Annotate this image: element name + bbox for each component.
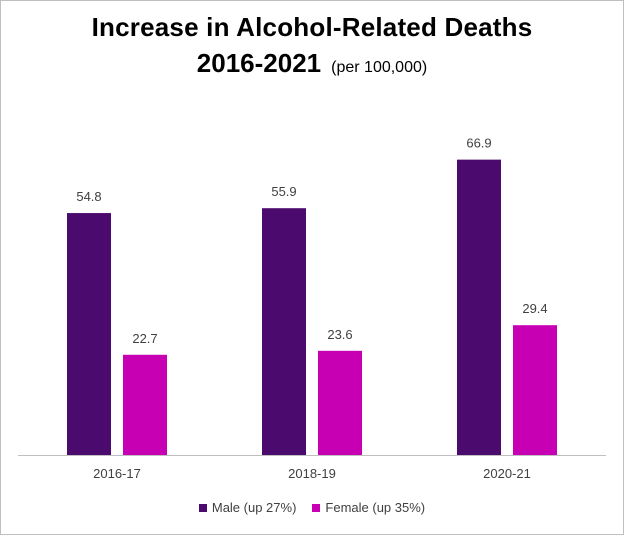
bar-male-2020-21 bbox=[457, 159, 501, 455]
bar-male-2018-19 bbox=[262, 208, 306, 455]
bar-female-2018-19 bbox=[318, 350, 362, 455]
legend-item-male: Male (up 27%) bbox=[198, 500, 297, 515]
data-label-male-2016-17: 54.8 bbox=[76, 189, 101, 204]
chart-subtitle: 2016-2021 (per 100,000) bbox=[0, 48, 624, 79]
legend-label-male: Male (up 27%) bbox=[211, 500, 297, 515]
chart-title-unit: (per 100,000) bbox=[331, 59, 428, 76]
x-tick-label-2016-17: 2016-17 bbox=[93, 466, 141, 481]
x-tick-label-2018-19: 2018-19 bbox=[288, 466, 336, 481]
data-label-female-2020-21: 29.4 bbox=[522, 301, 547, 316]
chart-legend: Male (up 27%) Female (up 35%) bbox=[0, 500, 624, 515]
chart-title: Increase in Alcohol-Related Deaths bbox=[91, 12, 533, 42]
legend-swatch-male bbox=[198, 503, 207, 512]
bar-male-2016-17 bbox=[67, 213, 111, 455]
legend-swatch-female bbox=[312, 503, 321, 512]
x-tick-label-2020-21: 2020-21 bbox=[483, 466, 531, 481]
data-label-male-2018-19: 55.9 bbox=[271, 184, 296, 199]
bar-female-2020-21 bbox=[513, 325, 557, 455]
legend-item-female: Female (up 35%) bbox=[312, 500, 425, 515]
data-label-female-2016-17: 22.7 bbox=[132, 331, 157, 346]
chart-title-years: 2016-2021 bbox=[196, 48, 322, 78]
legend-label-female: Female (up 35%) bbox=[325, 500, 426, 515]
bar-female-2016-17 bbox=[123, 354, 167, 455]
data-label-female-2018-19: 23.6 bbox=[327, 327, 352, 342]
data-label-male-2020-21: 66.9 bbox=[466, 136, 491, 151]
